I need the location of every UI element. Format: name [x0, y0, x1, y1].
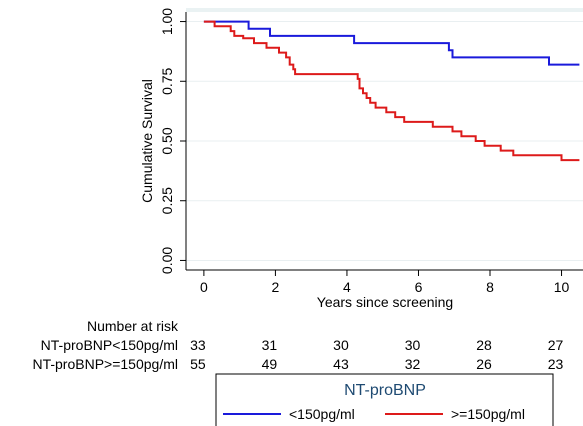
risk-row-label: NT-proBNP<150pg/ml [41, 337, 178, 353]
legend: NT-proBNP <150pg/ml >=150pg/ml [215, 373, 554, 426]
x-tick-label: 4 [343, 279, 351, 295]
legend-entries: <150pg/ml >=150pg/ml [223, 406, 525, 422]
risk-count: 55 [190, 356, 206, 372]
risk-table: NT-proBNP<150pg/ml 33 31 30 30 28 27 NT-proBNP>… [32, 337, 563, 372]
legend-box [215, 373, 554, 426]
risk-count: 31 [262, 337, 278, 353]
y-tick-label: 0.00 [159, 247, 175, 274]
legend-entry-label: >=150pg/ml [451, 406, 525, 422]
x-tick-label: 10 [554, 279, 570, 295]
risk-count: 33 [190, 337, 206, 353]
x-tick-label: 8 [486, 279, 494, 295]
risk-count: 30 [405, 337, 421, 353]
y-tick-label: 0.50 [159, 127, 175, 154]
risk-count: 32 [405, 356, 421, 372]
risk-count: 23 [548, 356, 564, 372]
x-axis-ticks: 0 2 4 6 8 10 [200, 270, 570, 295]
x-axis-title: Years since screening [317, 294, 453, 310]
legend-entry-label: <150pg/ml [289, 406, 355, 422]
risk-table-header: Number at risk [87, 318, 179, 334]
y-tick-label: 0.75 [159, 67, 175, 94]
y-axis-title: Cumulative Survival [139, 79, 155, 203]
risk-row-label: NT-proBNP>=150pg/ml [32, 356, 178, 372]
grid [186, 21, 583, 261]
y-tick-label: 1.00 [159, 8, 175, 35]
y-tick-label: 0.25 [159, 187, 175, 214]
risk-count: 30 [333, 337, 349, 353]
legend-title: NT-proBNP [344, 382, 426, 399]
survival-curve-2 [203, 20, 580, 162]
risk-count: 27 [548, 337, 564, 353]
x-tick-label: 0 [200, 279, 208, 295]
risk-count: 26 [476, 356, 492, 372]
risk-count: 49 [262, 356, 278, 372]
y-axis-ticks: 0.00 0.25 0.50 0.75 1.00 [159, 8, 186, 274]
series-layer [203, 20, 580, 162]
survival-curve-1 [203, 20, 580, 66]
x-tick-label: 2 [272, 279, 280, 295]
risk-count: 43 [333, 356, 349, 372]
risk-count: 28 [476, 337, 492, 353]
x-tick-label: 6 [415, 279, 423, 295]
